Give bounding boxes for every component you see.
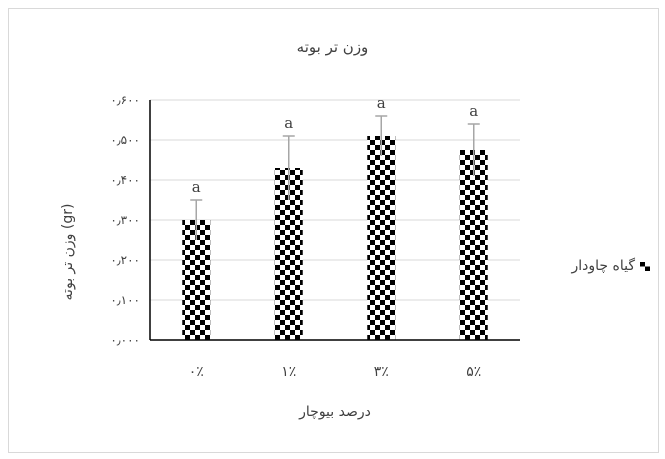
y-tick-label: ۰٫۱۰۰: [110, 293, 140, 307]
legend-swatch: [640, 261, 650, 271]
x-tick-label: ۳٪: [374, 364, 389, 380]
chart-title: وزن تر بوته: [296, 38, 369, 56]
y-tick-label: ۰٫۳۰۰: [110, 213, 140, 227]
bar: [459, 150, 488, 340]
y-axis-label: وزن تر بوته (gr): [60, 203, 76, 301]
legend-label: گیاه چاودار: [571, 258, 635, 274]
significance-label: a: [469, 102, 478, 120]
significance-label: a: [192, 178, 201, 196]
significance-label: a: [377, 94, 386, 112]
y-tick-label: ۰٫۲۰۰: [110, 253, 140, 267]
y-tick-label: ۰٫۰۰۰: [110, 333, 140, 347]
x-axis-label: درصد بیوچار: [299, 404, 371, 420]
x-tick-label: ۰٪: [189, 364, 204, 380]
y-tick-label: ۰٫۵۰۰: [110, 133, 140, 147]
x-tick-label: ۵٪: [466, 364, 481, 380]
chart-area: [8, 8, 659, 453]
bar: [367, 136, 396, 340]
x-tick-label: ۱٪: [281, 364, 296, 380]
y-tick-label: ۰٫۴۰۰: [110, 173, 140, 187]
legend: گیاه چاودار: [510, 258, 650, 274]
y-tick-label: ۰٫۶۰۰: [110, 93, 140, 107]
significance-label: a: [284, 114, 293, 132]
